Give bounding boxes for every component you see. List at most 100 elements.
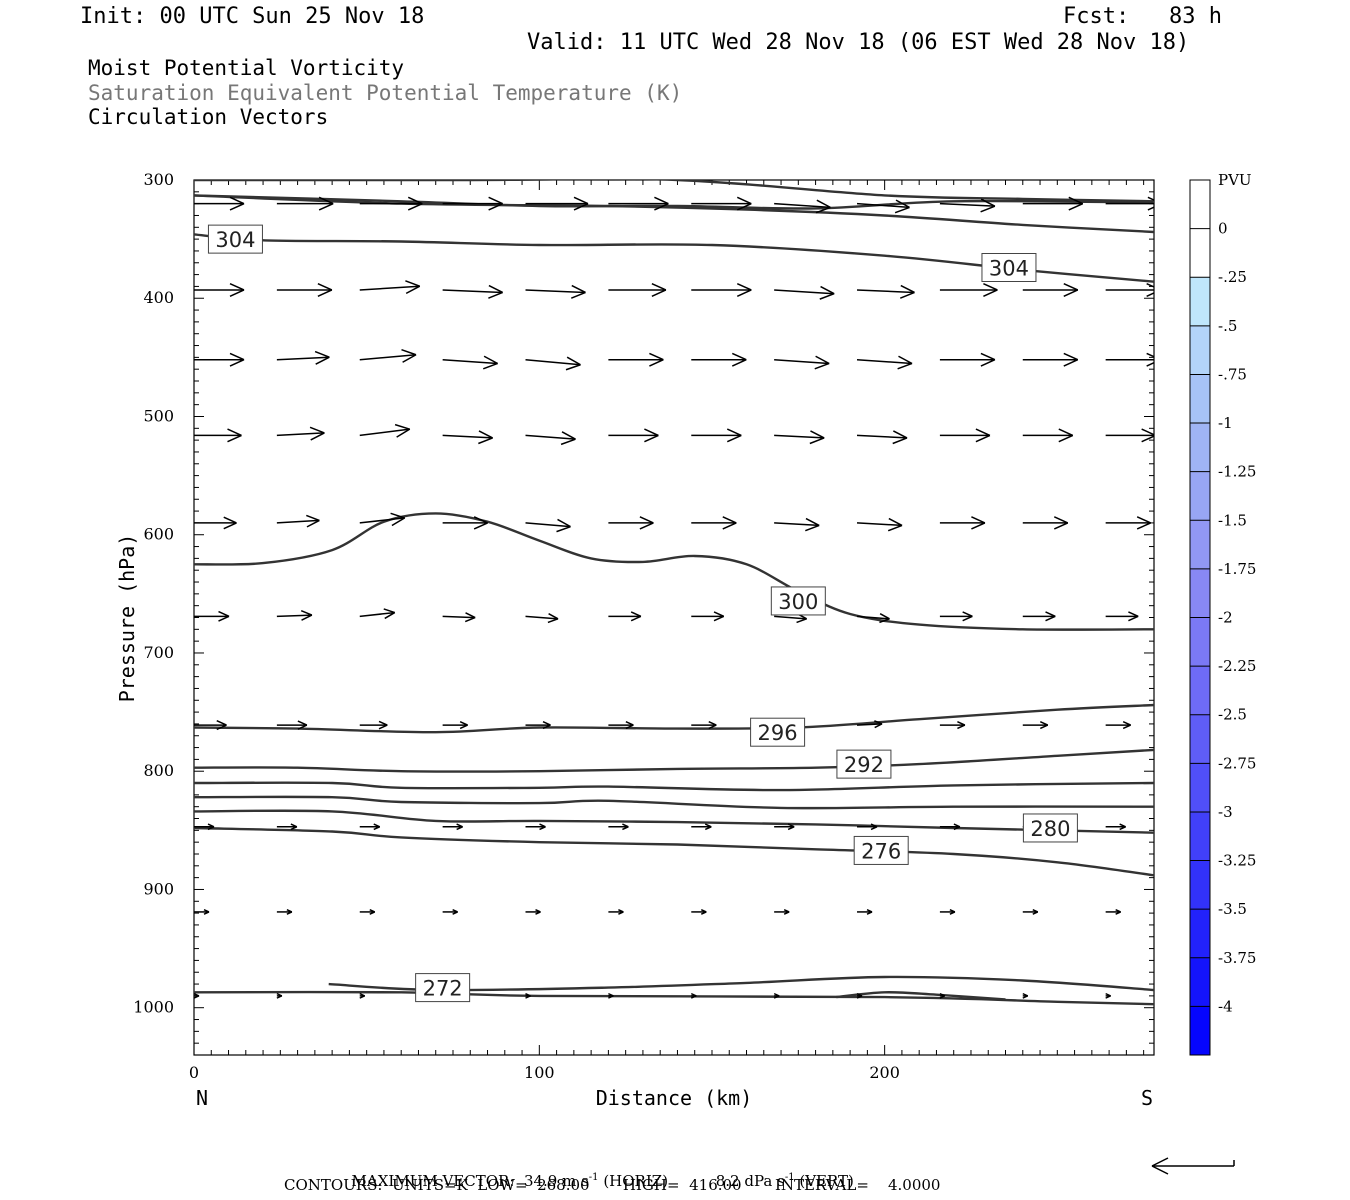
- circulation-vector: [194, 196, 245, 211]
- colorbar-segment: [1190, 763, 1210, 812]
- circulation-vector: [939, 352, 996, 367]
- colorbar-label: -3.5: [1218, 900, 1247, 918]
- contour-label: 292: [836, 749, 892, 779]
- circulation-vector: [1022, 611, 1056, 622]
- circulation-vector: [194, 516, 237, 530]
- circulation-vector: [525, 196, 589, 211]
- circulation-vector: [1105, 282, 1154, 297]
- colorbar-segment: [1190, 860, 1210, 910]
- circulation-vector: [939, 428, 991, 443]
- circulation-vector: [194, 282, 245, 297]
- colorbar-segment: [1190, 568, 1210, 618]
- circulation-vector: [276, 426, 325, 441]
- circulation-vector: [774, 199, 831, 214]
- circulation-vector: [276, 823, 298, 831]
- vert-suffix: (VERT): [799, 1172, 854, 1190]
- circulation-vector: [1022, 196, 1084, 211]
- circulation-vector: [525, 613, 559, 624]
- contour-labels: 304 304 300 296 292 280 276 272: [207, 224, 1078, 1003]
- contour-line: [194, 180, 1154, 203]
- circulation-vector: [525, 908, 541, 915]
- circulation-vector: [774, 823, 795, 831]
- contour-label: 272: [415, 973, 471, 1003]
- x-end-label-south: S: [1141, 1086, 1153, 1110]
- x-end-label-north: N: [196, 1086, 208, 1110]
- circulation-vector: [774, 430, 825, 445]
- colorbar-label: -.75: [1218, 365, 1247, 383]
- x-axis-title: Distance (km): [596, 1086, 753, 1110]
- circulation-vector: [691, 282, 752, 297]
- colorbar-segment: [1190, 325, 1210, 375]
- vert-unit-exponent: -1: [784, 1172, 795, 1183]
- circulation-vectors: [194, 196, 1154, 999]
- circulation-vector: [1105, 611, 1139, 622]
- circulation-vector: [856, 517, 903, 532]
- y-tick-label: 1000: [133, 998, 174, 1017]
- colorbar-segment: [1190, 957, 1210, 1007]
- circulation-vector: [525, 284, 586, 299]
- circulation-vector: [442, 823, 463, 831]
- circulation-vector: [856, 992, 863, 999]
- circulation-vector: [608, 908, 624, 915]
- svg-text:304: 304: [215, 228, 255, 252]
- y-tick-label: 300: [143, 170, 174, 189]
- circulation-vector: [1022, 352, 1079, 367]
- colorbar-segment: [1190, 1006, 1210, 1055]
- circulation-vector: [939, 282, 998, 297]
- circulation-vector: [774, 285, 835, 300]
- colorbar-segment: [1190, 423, 1210, 472]
- contour-label: 300: [770, 586, 826, 616]
- contour-line: [194, 194, 1154, 210]
- reference-vector: [1151, 1157, 1235, 1175]
- y-tick-label: 400: [143, 288, 174, 307]
- circulation-vector: [359, 908, 376, 915]
- contour-line: [194, 826, 1154, 877]
- circulation-vector: [608, 516, 654, 530]
- circulation-vector: [525, 823, 546, 831]
- colorbar-label: -1: [1218, 414, 1233, 432]
- circulation-vector: [1022, 908, 1039, 915]
- contour-label: 304: [207, 224, 263, 254]
- circulation-vector: [1105, 721, 1131, 730]
- circulation-vector: [359, 196, 423, 211]
- circulation-vector: [773, 992, 780, 999]
- contour-line: [194, 809, 1154, 834]
- x-tick-label: 0: [189, 1063, 199, 1082]
- circulation-vector: [939, 992, 946, 999]
- circulation-vector: [442, 908, 458, 915]
- circulation-vector: [1022, 721, 1049, 730]
- circulation-vector: [856, 284, 915, 299]
- circulation-vector: [608, 992, 614, 999]
- y-tick-label: 800: [143, 761, 174, 780]
- svg-text:296: 296: [758, 721, 798, 745]
- circulation-vector: [1022, 282, 1079, 297]
- circulation-vector: [442, 430, 493, 445]
- circulation-vector: [608, 823, 629, 831]
- circulation-vector: [194, 823, 215, 831]
- colorbar-label: -.5: [1218, 317, 1237, 335]
- circulation-vector: [276, 350, 330, 365]
- max-vector-horiz: 34.9 m s: [523, 1172, 589, 1190]
- circulation-vector: [525, 721, 551, 730]
- colorbar-label: -2.75: [1218, 754, 1256, 772]
- circulation-vector: [359, 280, 421, 295]
- circulation-vector: [1105, 196, 1154, 211]
- horiz-suffix: (HORIZ): [603, 1172, 669, 1190]
- init-time: Init: 00 UTC Sun 25 Nov 18: [80, 4, 425, 29]
- colorbar-segment: [1190, 277, 1210, 326]
- contours-info: CONTOURS: UNITS=K LOW= 268.00 HIGH= 416.…: [284, 1176, 941, 1194]
- circulation-vector: [359, 348, 417, 363]
- svg-text:304: 304: [989, 257, 1029, 281]
- circulation-vector: [1105, 992, 1111, 999]
- circulation-vector: [691, 352, 747, 367]
- valid-time: Valid: 11 UTC Wed 28 Nov 18 (06 EST Wed …: [527, 30, 1190, 55]
- pv-colorbar: 0 -.25 -.5 -.75 -1 -1.25 -1.5 -1.75 -2 -2.25 -2.5 -…: [1189, 179, 1256, 1056]
- circulation-vector: [856, 720, 883, 729]
- circulation-vector: [939, 198, 996, 213]
- circulation-vector: [276, 908, 293, 915]
- circulation-vector: [856, 430, 908, 445]
- circulation-vector: [276, 992, 283, 999]
- circulation-vector: [608, 196, 669, 211]
- circulation-vector: [194, 720, 227, 731]
- circulation-vector: [1105, 908, 1121, 915]
